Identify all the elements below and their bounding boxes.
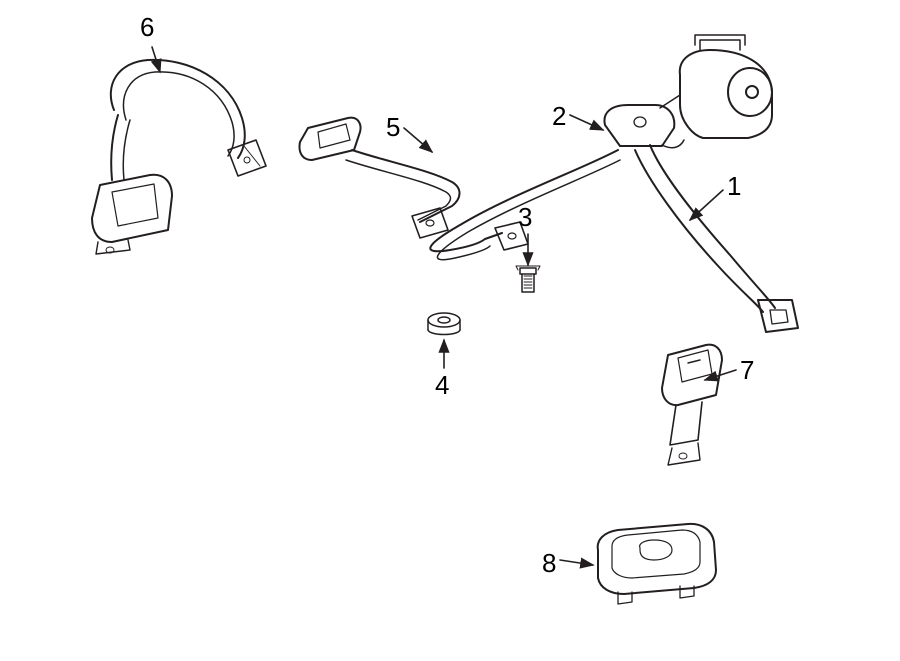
callout-num-5: 5 xyxy=(386,114,400,140)
callout-arrow-1 xyxy=(690,190,723,220)
parts-diagram: 1 2 3 4 5 6 7 8 xyxy=(0,0,900,661)
callout-arrow-2 xyxy=(570,115,603,130)
center-belt-assy xyxy=(92,60,266,254)
callout-num-1: 1 xyxy=(727,173,741,199)
buckle-receiver xyxy=(662,345,722,465)
callout-num-8: 8 xyxy=(542,550,556,576)
anchor-cover xyxy=(598,524,716,604)
callout-num-6: 6 xyxy=(140,14,154,40)
buckle-short-strap xyxy=(300,118,460,238)
callout-arrow-8 xyxy=(560,560,593,565)
callout-num-3: 3 xyxy=(518,204,532,230)
outer-belt-retractor-assy xyxy=(430,35,798,332)
diagram-svg xyxy=(0,0,900,661)
belt-guide xyxy=(604,95,680,146)
callout-num-2: 2 xyxy=(552,103,566,129)
spacer-washer xyxy=(428,313,460,335)
callout-num-4: 4 xyxy=(435,372,449,398)
anchor-bolt xyxy=(516,266,540,292)
callout-arrow-5 xyxy=(404,128,432,152)
callout-num-7: 7 xyxy=(740,357,754,383)
